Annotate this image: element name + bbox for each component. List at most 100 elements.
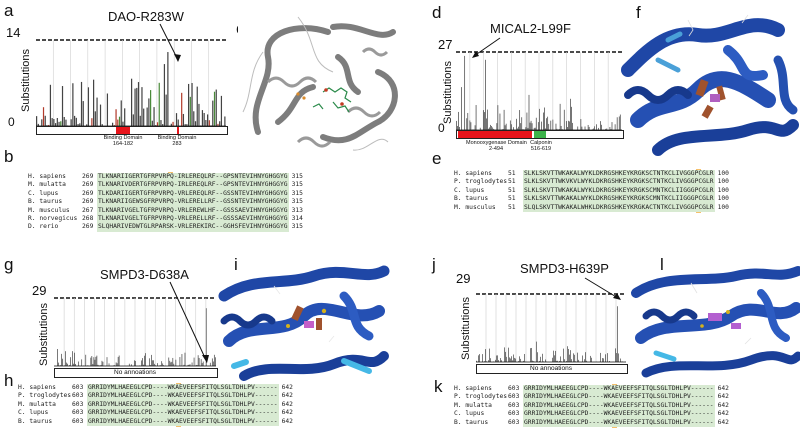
seq-end: 642 [717, 393, 729, 401]
domain-name-a-2: Binding Domain [157, 135, 197, 141]
sequence: SLKLSKVTTWKVKVLWYKLDKRGSHKEYKRGKSCTNTKCL… [523, 178, 715, 187]
alignment-row: H. sapiens 603 GRRIDYMLHAEEGLCPD----WKAEVE… [18, 384, 293, 393]
domain-block-d-1 [458, 131, 532, 138]
alignment-h: H. sapiens 603 GRRIDYMLHAEEGLCPD----WKAEVE… [18, 384, 293, 426]
seq-start: 51 [508, 170, 516, 177]
species-name: H. sapiens [28, 173, 66, 180]
alignment-row: M. mulatta 603 GRRIDYMLHAEEGLCPD----WKAEVE… [18, 400, 293, 410]
panel-label-l: l [660, 255, 664, 274]
seq-end: 315 [291, 181, 303, 189]
species-name: H. sapiens [454, 385, 492, 392]
alignment-row: C. lupus 269 TLKDARIIGERTGFRPVRPQ-VRLEREQL… [28, 189, 303, 199]
alignment-row: C. lupus 603 GRRIDYMLHAEEGLCPD----WKAEVEEF… [454, 410, 729, 419]
mutation-label-g: SMPD3-D638A [100, 267, 189, 282]
alignment-row: M. mulatta 269 TLKNARIVDERTGFRPVRPQ-IRLERE… [28, 181, 303, 190]
alignment-row: R. norvegicus 268 TLKNARIVGELTGFRPVRPQ-VRL… [28, 214, 303, 224]
seq-start: 51 [508, 203, 516, 211]
species-name: P. troglodytes [454, 393, 508, 401]
species-name: B. taurus [454, 195, 489, 203]
seq-end: 314 [291, 214, 303, 222]
panel-label-j: j [432, 255, 436, 274]
mutation-label-j: SMPD3-H639P [520, 261, 609, 276]
seq-start: 268 [82, 214, 94, 222]
domain-block-a-1 [116, 127, 130, 134]
y-zero-d: 0 [438, 121, 445, 135]
substitution-plot-j [476, 293, 626, 363]
species-name: B. taurus [454, 418, 489, 426]
species-name: M. mulatta [454, 401, 492, 409]
panel-label-h: h [4, 371, 14, 390]
species-name: B. taurus [28, 198, 63, 206]
seq-end: 100 [717, 195, 729, 203]
domain-range-a-1: 164-182 [112, 141, 134, 148]
sequence: SLKLSKVTTWKAKALWYKLDKRGSHKEYKRGKSCMNTKCL… [523, 195, 715, 204]
seq-end: 642 [281, 409, 293, 417]
sequence: GRRIDYMLHAEEGLCPD----WKAEVEEFSFITQLSGLTD… [87, 384, 279, 393]
sequence: SLKLSKVTTWKAKALWYKLDKRGSHKEYKRGKSCMNTKCL… [523, 186, 715, 196]
panel-label-f: f [636, 3, 641, 22]
sequence: GRRIDYMLHAEEGLCPD----WKAEVEEFSFITQLSGLTD… [87, 392, 279, 401]
alignment-row: P. troglodytes 603 GRRIDYMLHAEEGLCPD----WK… [454, 393, 729, 402]
alignment-row: B. taurus 51 SLKLSKVTTWKAKALWYKLDKRGSHKEYK… [454, 195, 729, 204]
alignment-e: H. sapiens 51 SLKLSKVTTWKAKALWYKLDKRGSHKEY… [454, 170, 729, 212]
y-max-a: 14 [6, 25, 21, 40]
y-zero-a: 0 [8, 115, 15, 129]
species-name: R. norvegicus [28, 214, 78, 222]
sequence: GRRIDYMLHAEEGLCPD----WKAEVEEFSFITQLSGLTD… [523, 410, 715, 419]
domain-label-a-2: Binding Domain 283 [152, 135, 202, 148]
species-name: P. troglodytes [454, 178, 508, 186]
seq-end: 642 [281, 400, 293, 408]
annotation-track-g [54, 368, 218, 378]
sequence: TLKDARIIGERTGFRPVRPQ-VRLEREQLRF--GSSNTEV… [97, 189, 289, 199]
protein-structure-f [621, 14, 799, 156]
sequence: SLQHARIVEDWTGLRPARSK-VRLEREKIRC--GGHSFEV… [97, 223, 289, 232]
seq-start: 269 [82, 173, 94, 180]
alignment-row: H. sapiens 269 TLKNARIIGERTGFRPVRPQ-IRLERE… [28, 173, 303, 182]
panel-label-a: a [4, 1, 14, 20]
domain-name-d-1: Monooxygenase Domain [466, 140, 527, 146]
species-name: H. sapiens [18, 384, 56, 391]
alignment-row: B. taurus 603 GRRIDYMLHAEEGLCPD----WKAEVEE… [18, 417, 293, 426]
domain-name-a-1: Binding Domain [103, 135, 143, 141]
domain-name-d-2: Calponin [530, 140, 552, 146]
alignment-b: H. sapiens 269 TLKNARIIGERTGFRPVRPQ-IRLERE… [28, 173, 303, 232]
seq-start: 603 [508, 418, 520, 426]
species-name: C. lupus [28, 189, 59, 197]
sequence: SLKLSKVTTWKAKALWYKLDKRGSHKEYKRGKSCTNTKCL… [523, 170, 715, 179]
domain-label-a-1: Binding Domain 164-182 [98, 135, 148, 148]
substitution-plot-g [54, 297, 216, 367]
species-name: M. musculus [28, 206, 70, 214]
panel-label-d: d [432, 3, 442, 22]
sequence: GRRIDYMLHAEEGLCPD----WKAEVEEFSFITQLSGLTD… [87, 417, 279, 426]
seq-end: 315 [291, 173, 303, 180]
seq-end: 642 [281, 392, 293, 400]
protein-structure-i [218, 265, 390, 381]
alignment-row: D. rerio 269 SLQHARIVEDWTGLRPARSK-VRLEREKI… [28, 223, 303, 232]
domain-track-a [36, 126, 228, 135]
alignment-k: H. sapiens 603 GRRIDYMLHAEEGLCPD----WKAEVE… [454, 385, 729, 427]
protein-structure-c [238, 12, 410, 157]
domain-block-a-2 [177, 127, 179, 134]
annotation-label-g: No annoations [114, 369, 156, 376]
annotation-label-j: No annoations [530, 365, 572, 372]
species-name: P. troglodytes [18, 392, 72, 400]
seq-end: 315 [291, 198, 303, 206]
alignment-row: M. musculus 51 SLQLSKVTTWKAKALWHKLDKRGSHKE… [454, 203, 729, 212]
sequence: TLKNARIIGEWSGFRPVRPQ-VRLERELLRF--GSSNTEV… [97, 198, 289, 207]
y-max-g: 29 [32, 283, 47, 298]
seq-end: 642 [717, 418, 729, 426]
alignment-row: M. musculus 267 TLKNARIVGELTGFRPVRPQ-VRLER… [28, 206, 303, 215]
alignment-row: B. taurus 603 GRRIDYMLHAEEGLCPD----WKAEVEE… [454, 418, 729, 427]
protein-structure-l [631, 266, 800, 378]
alignment-row: M. mulatta 603 GRRIDYMLHAEEGLCPD----WKAEVE… [454, 401, 729, 411]
mutation-label-d: MICAL2-L99F [490, 21, 571, 36]
seq-start: 269 [82, 189, 94, 197]
alignment-row: B. taurus 269 TLKNARIIGEWSGFRPVRPQ-VRLEREL… [28, 198, 303, 207]
alignment-row: P. troglodytes 51 SLKLSKVTTWKVKVLWYKLDKRGS… [454, 178, 729, 187]
species-name: C. lupus [454, 410, 485, 418]
seq-end: 642 [717, 410, 729, 418]
